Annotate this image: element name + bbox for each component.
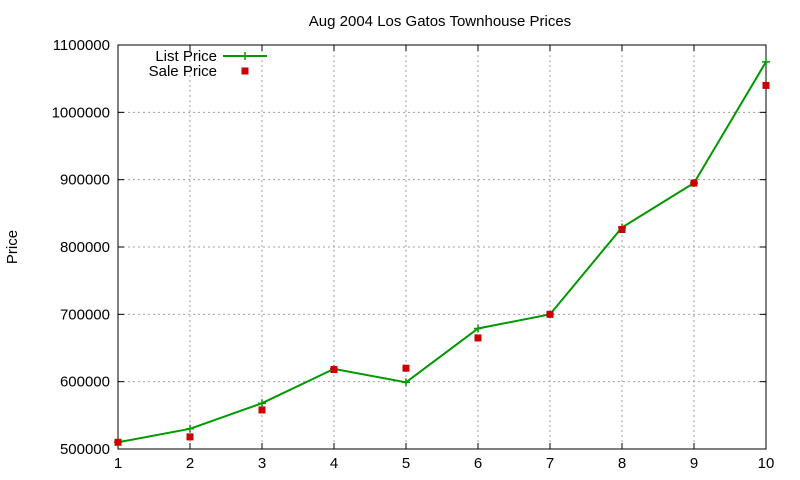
- x-tick-label: 9: [690, 455, 698, 472]
- x-tick-label: 10: [758, 455, 775, 472]
- x-tick-label: 4: [330, 455, 338, 472]
- y-tick-label: 1000000: [52, 104, 110, 121]
- list-price-point: [258, 399, 266, 408]
- legend-marker-sale-price: [241, 67, 249, 75]
- list-price-point: [474, 324, 482, 333]
- list-price-point: [762, 57, 770, 66]
- sale-price-point: [186, 433, 194, 441]
- x-tick-label: 5: [402, 455, 410, 472]
- y-tick-label: 800000: [60, 239, 110, 256]
- y-axis-label: Price: [4, 230, 21, 264]
- sale-price-point: [330, 366, 338, 374]
- sale-price-point: [546, 310, 554, 318]
- series-line-list-price: [117, 61, 767, 444]
- x-tick-label: 7: [546, 455, 554, 472]
- legend: List Price Sale Price: [149, 48, 267, 80]
- sale-price-point: [402, 364, 410, 372]
- sale-price-point: [690, 179, 698, 187]
- y-tick-label: 700000: [60, 306, 110, 323]
- legend-marker-list-price: [241, 52, 249, 60]
- x-tick-label: 2: [186, 455, 194, 472]
- x-tick-label: 6: [474, 455, 482, 472]
- y-tick-label: 900000: [60, 172, 110, 189]
- sale-price-point: [762, 81, 770, 89]
- grid-lines: [118, 45, 766, 449]
- y-tick-label: 600000: [60, 374, 110, 391]
- sale-price-point: [618, 225, 626, 233]
- x-tick-label: 3: [258, 455, 266, 472]
- x-tick-label: 1: [114, 455, 122, 472]
- sale-price-point: [258, 406, 266, 414]
- legend-label-list-price: List Price: [155, 48, 217, 65]
- y-tick-label: 1100000: [53, 37, 110, 54]
- sale-price-point: [114, 438, 122, 446]
- list-price-point: [186, 424, 194, 433]
- sale-price-point: [474, 334, 482, 342]
- y-tick-label: 500000: [60, 441, 110, 458]
- chart-title: Aug 2004 Los Gatos Townhouse Prices: [309, 13, 571, 30]
- legend-label-sale-price: Sale Price: [149, 63, 217, 80]
- list-price-point: [402, 378, 410, 387]
- data-series: [114, 57, 770, 447]
- x-tick-label: 8: [618, 455, 626, 472]
- axis-ticks: 1 2 3 4 5 6 7 8 9 10 500000 600000 700000 800000 90000…: [52, 37, 775, 472]
